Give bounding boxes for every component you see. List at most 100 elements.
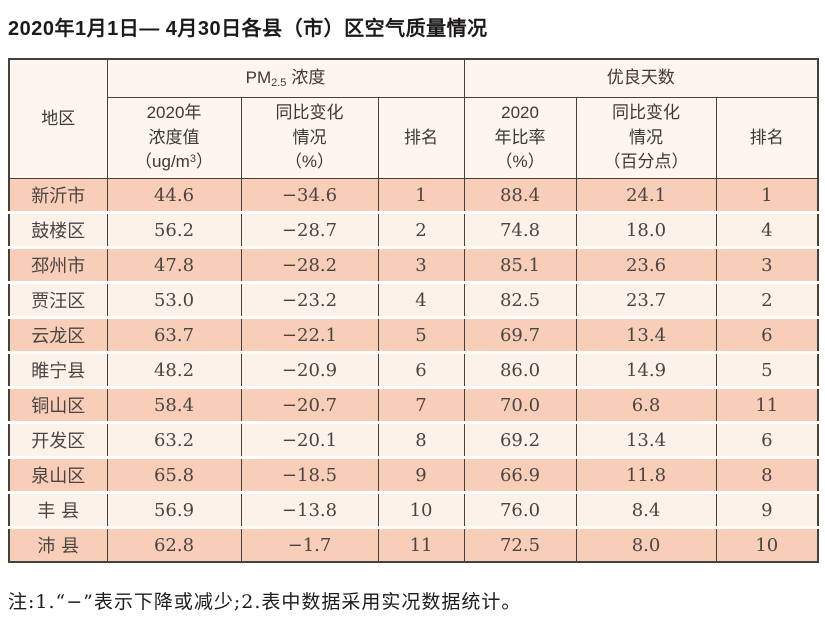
pm-value-cell: 56.9	[106, 491, 242, 528]
unit-superscript: 3	[189, 153, 196, 166]
header-good-rank: 排名	[715, 97, 819, 179]
header-pm-change-line1: 同比变化	[275, 103, 344, 123]
pm-value-cell: 53.0	[106, 281, 242, 318]
pm-change-cell: −23.2	[240, 281, 379, 318]
header-pm-value-line1: 2020年	[146, 103, 202, 123]
good-rank-cell: 9	[715, 491, 819, 528]
header-good-rate-line2: 年比率	[494, 127, 546, 147]
good-rank-cell: 5	[715, 351, 819, 388]
good-rate-cell: 72.5	[463, 526, 577, 562]
header-pm-change-line2: 情况	[292, 127, 327, 147]
pm-value-cell: 63.2	[106, 421, 242, 458]
good-rate-cell: 69.2	[463, 421, 577, 458]
pm-change-cell: −28.7	[240, 211, 379, 248]
good-rate-cell: 69.7	[463, 316, 577, 353]
good-change-cell: 6.8	[575, 386, 717, 423]
header-good-days-group: 优良天数	[463, 58, 819, 98]
header-good-change-line2: 情况	[629, 127, 664, 147]
pm-rank-cell: 1	[377, 178, 465, 213]
good-change-cell: 24.1	[575, 178, 717, 213]
footnote: 注:1.“−”表示下降或减少;2.表中数据采用实况数据统计。	[8, 591, 522, 613]
good-change-cell: 11.8	[575, 456, 717, 493]
pm-value-cell: 47.8	[106, 246, 242, 283]
good-rate-cell: 85.1	[463, 246, 577, 283]
header-sub-row: 2020年 浓度值 （ug/m3） 同比变化 情况 （%） 排名 2020 年比…	[9, 97, 819, 179]
pm-rank-cell: 9	[377, 456, 465, 493]
good-rank-cell: 4	[715, 211, 819, 248]
unit-close-text: ）	[195, 152, 213, 172]
pm-rank-cell: 11	[377, 526, 465, 562]
pm-rank-cell: 4	[377, 281, 465, 318]
good-rate-cell: 86.0	[463, 351, 577, 388]
region-cell: 丰 县	[8, 491, 108, 528]
good-change-cell: 8.4	[575, 491, 717, 528]
good-rate-cell: 66.9	[463, 456, 577, 493]
pm-value-cell: 48.2	[106, 351, 242, 388]
pm-value-cell: 62.8	[106, 526, 242, 562]
pm-value-cell: 56.2	[106, 211, 242, 248]
pm-change-cell: −28.2	[240, 246, 379, 283]
pm-change-cell: −18.5	[240, 456, 379, 493]
region-cell: 云龙区	[8, 316, 108, 353]
table-row: 新沂市 44.6 −34.6 1 88.4 24.1 1	[8, 178, 819, 213]
header-group-row: 地区 PM2.5 浓度 优良天数	[8, 58, 819, 179]
unit-open-text: （ug/m	[135, 152, 190, 172]
header-region: 地区	[8, 58, 108, 179]
good-rate-cell: 74.8	[463, 211, 577, 248]
pm-change-cell: −22.1	[240, 316, 379, 353]
good-rank-cell: 8	[715, 456, 819, 493]
pm-change-cell: −20.9	[240, 351, 379, 388]
good-rate-cell: 82.5	[463, 281, 577, 318]
table-row: 丰 县 56.9 −13.8 10 76.0 8.4 9	[8, 491, 819, 528]
table-row: 铜山区 58.4 −20.7 7 70.0 6.8 11	[8, 386, 819, 423]
pm-rank-cell: 8	[377, 421, 465, 458]
good-change-cell: 14.9	[575, 351, 717, 388]
table-row: 泉山区 65.8 −18.5 9 66.9 11.8 8	[8, 456, 819, 493]
header-good-change-line1: 同比变化	[612, 103, 681, 123]
pm-rank-cell: 3	[377, 246, 465, 283]
pm-change-cell: −13.8	[240, 491, 379, 528]
good-change-cell: 8.0	[575, 526, 717, 562]
good-change-cell: 13.4	[575, 316, 717, 353]
table-body: 新沂市 44.6 −34.6 1 88.4 24.1 1 鼓楼区 56.2 −28.7 2 74.8 1…	[8, 178, 819, 562]
table-row: 睢宁县 48.2 −20.9 6 86.0 14.9 5	[8, 351, 819, 388]
header-good-rate: 2020 年比率 （%）	[463, 97, 577, 179]
region-cell: 铜山区	[8, 386, 108, 423]
pm25-subscript: 2.5	[271, 76, 287, 89]
good-change-cell: 13.4	[575, 421, 717, 458]
good-rank-cell: 2	[715, 281, 819, 318]
header-pm-rank: 排名	[377, 97, 465, 179]
header-good-change-line3: （百分点）	[603, 152, 689, 172]
pm-value-cell: 58.4	[106, 386, 242, 423]
pm-rank-cell: 10	[377, 491, 465, 528]
good-rank-cell: 6	[715, 421, 819, 458]
region-cell: 邳州市	[8, 246, 108, 283]
pm-value-cell: 65.8	[106, 456, 242, 493]
good-change-cell: 23.7	[575, 281, 717, 318]
good-change-cell: 18.0	[575, 211, 717, 248]
header-pm-change-line3: （%）	[284, 152, 335, 172]
pm-rank-cell: 6	[377, 351, 465, 388]
table-row: 开发区 63.2 −20.1 8 69.2 13.4 6	[8, 421, 819, 458]
table-row: 云龙区 63.7 −22.1 5 69.7 13.4 6	[8, 316, 819, 353]
region-cell: 开发区	[8, 421, 108, 458]
table-row: 邳州市 47.8 −28.2 3 85.1 23.6 3	[8, 246, 819, 283]
table-row: 贾汪区 53.0 −23.2 4 82.5 23.7 2	[8, 281, 819, 318]
header-pm-change: 同比变化 情况 （%）	[240, 97, 379, 179]
good-rate-cell: 76.0	[463, 491, 577, 528]
good-rank-cell: 11	[715, 386, 819, 423]
pm-value-cell: 63.7	[106, 316, 242, 353]
region-cell: 泉山区	[8, 456, 108, 493]
pm-rank-cell: 5	[377, 316, 465, 353]
region-cell: 沛 县	[8, 526, 108, 562]
pm25-base-text: PM	[245, 67, 272, 87]
pm-rank-cell: 2	[377, 211, 465, 248]
table-row: 沛 县 62.8 −1.7 11 72.5 8.0 10	[8, 526, 819, 562]
region-cell: 贾汪区	[8, 281, 108, 318]
region-cell: 睢宁县	[8, 351, 108, 388]
table-header: 地区 PM2.5 浓度 优良天数 2020年 浓度值 （ug/m3） 同比变化 情…	[8, 58, 819, 179]
good-rank-cell: 3	[715, 246, 819, 283]
pm-change-cell: −20.1	[240, 421, 379, 458]
header-pm-value-line2: 浓度值	[148, 127, 200, 147]
